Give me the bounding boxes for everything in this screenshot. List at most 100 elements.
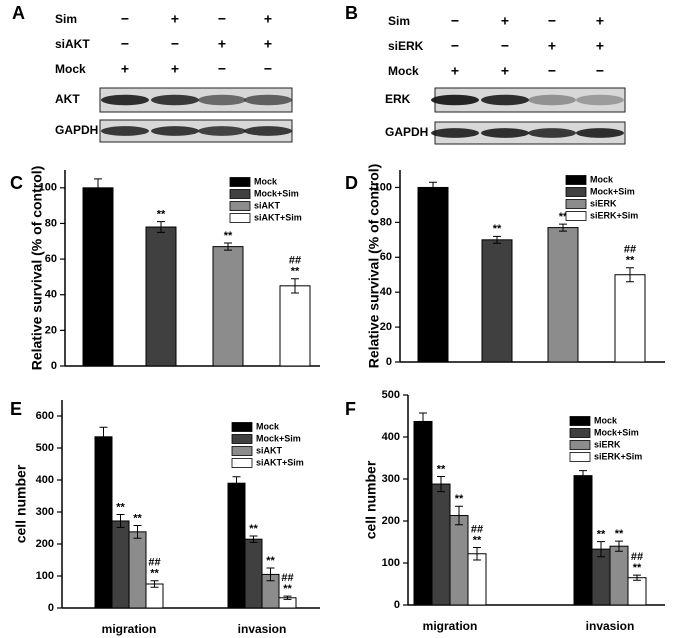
sign: + [218, 36, 226, 52]
blot-band [244, 126, 292, 136]
y-tick-label: 300 [36, 506, 54, 518]
blot-band [198, 94, 246, 106]
significance-mark: ** [633, 562, 642, 574]
error-bar [249, 535, 258, 543]
y-tick-label: 100 [39, 182, 57, 194]
sign: + [264, 11, 272, 27]
error-bar [473, 546, 481, 561]
significance-mark: ** [283, 583, 292, 595]
y-tick-label: 100 [374, 181, 392, 193]
bar [614, 274, 646, 363]
significance-mark: ## [281, 572, 293, 584]
sign: + [171, 11, 179, 27]
error-bar [559, 223, 567, 232]
blot-band [151, 94, 199, 106]
legend-label: Mock+Sim [256, 433, 301, 443]
row-label: Mock [388, 64, 419, 78]
bar [413, 420, 433, 606]
band-label: AKT [55, 92, 80, 106]
significance-mark: ** [133, 512, 142, 524]
significance-mark: ** [559, 211, 568, 223]
blot-band [528, 128, 576, 138]
significance-mark: ** [615, 528, 624, 540]
y-tick-label: 20 [45, 324, 57, 336]
legend-swatch [231, 434, 253, 444]
blot-band [101, 94, 149, 106]
error-bar [626, 267, 634, 283]
error-bar [419, 412, 427, 431]
error-bar [291, 278, 299, 294]
sign: − [501, 38, 509, 54]
x-tick-label: invasion [238, 622, 287, 636]
sign: − [548, 63, 556, 79]
blot-band [481, 94, 529, 106]
bar [244, 538, 263, 609]
bar [547, 227, 579, 363]
band-label: GAPDH [55, 123, 98, 137]
sign: − [451, 13, 459, 29]
blot-band [198, 126, 246, 136]
band-label: ERK [385, 92, 411, 106]
significance-mark: ** [116, 501, 125, 513]
panel-letter: B [345, 3, 358, 23]
bar [467, 553, 487, 606]
significance-mark: ## [471, 523, 483, 535]
y-tick-label: 100 [382, 557, 400, 569]
bar [279, 285, 311, 367]
error-bar [150, 580, 159, 588]
y-axis-label: Relative survival (% of control) [366, 164, 382, 369]
legend-label: siAKT+Sim [256, 457, 304, 467]
sign: + [548, 38, 556, 54]
bar [609, 545, 629, 606]
significance-mark: ** [597, 528, 606, 540]
sign: − [264, 61, 272, 77]
bar [481, 239, 513, 363]
sign: − [548, 13, 556, 29]
legend-swatch [229, 201, 251, 211]
error-bar [116, 514, 125, 528]
sign: + [171, 61, 179, 77]
sign: − [596, 63, 604, 79]
bar [431, 483, 451, 606]
bar [145, 226, 177, 367]
y-tick-label: 0 [48, 602, 54, 614]
y-tick-label: 20 [380, 321, 392, 333]
significance-mark: ** [473, 534, 482, 546]
bar [627, 577, 647, 606]
bar [82, 187, 114, 367]
blot-band [576, 128, 624, 138]
sign: + [596, 38, 604, 54]
x-tick-label: migration [102, 622, 157, 636]
error-bar [94, 178, 102, 198]
error-bar [633, 574, 641, 581]
error-bar [283, 595, 292, 600]
error-bar [266, 567, 275, 582]
bar [449, 515, 469, 606]
legend-label: siERK+Sim [594, 451, 642, 461]
legend-label: Mock [256, 421, 280, 431]
panel-letter: F [345, 399, 356, 419]
y-tick-label: 200 [382, 515, 400, 527]
x-tick-label: migration [423, 619, 478, 633]
panel-letter: C [10, 173, 23, 193]
legend-swatch [565, 175, 587, 185]
bar [227, 482, 246, 609]
legend-swatch [229, 213, 251, 223]
legend-label: siAKT+Sim [254, 212, 302, 222]
error-bar [429, 181, 437, 194]
significance-mark: ** [437, 463, 446, 475]
legend-swatch [569, 440, 591, 450]
error-bar [133, 524, 142, 539]
y-axis-label: cell number [363, 460, 379, 539]
legend-label: siERK [590, 198, 617, 208]
bar [111, 520, 130, 609]
y-axis-label: cell number [13, 464, 29, 543]
legend-swatch [565, 187, 587, 197]
row-label: siERK [388, 39, 424, 53]
error-bar [493, 235, 501, 244]
y-tick-label: 0 [386, 356, 392, 368]
significance-mark: ## [148, 557, 160, 569]
panel-letter: A [12, 3, 25, 23]
legend-label: Mock [254, 176, 278, 186]
row-label: siAKT [55, 37, 90, 51]
